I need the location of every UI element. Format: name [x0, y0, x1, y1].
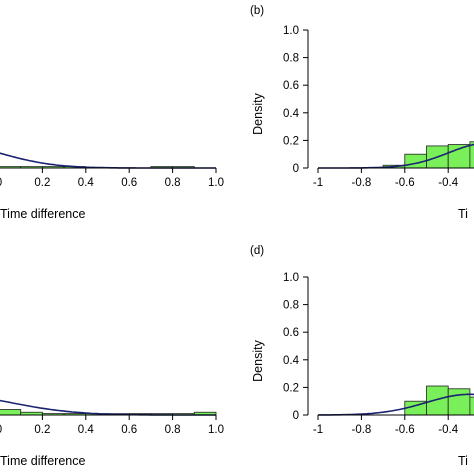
x-tick-label: 1.0 — [208, 177, 224, 189]
x-axis-label: Time difference — [0, 454, 86, 468]
x-tick-label: 0.2 — [34, 177, 50, 189]
y-tick-label: 0.4 — [283, 355, 300, 367]
y-tick-label: 1.0 — [283, 25, 299, 37]
density-curve — [0, 152, 216, 169]
x-tick-label: 0.8 — [165, 177, 181, 189]
y-tick-label: 0.4 — [283, 108, 300, 120]
y-tick-label: 0 — [293, 163, 299, 175]
y-tick-label: 0.2 — [283, 382, 299, 394]
density-curve — [317, 393, 474, 416]
x-tick-label: 0.4 — [78, 177, 95, 189]
x-axis-label: Time difference — [0, 207, 86, 221]
x-tick-label: 0 — [0, 424, 2, 436]
panel-1: -1-0.8-0.6-0.4-0.2Ti00.20.40.60.81.0Dens… — [250, 5, 474, 221]
x-tick-label: 0 — [0, 177, 2, 189]
histogram-bar — [447, 144, 471, 169]
x-tick-label: 0.4 — [78, 424, 95, 436]
x-tick-label: 0.8 — [165, 424, 181, 436]
histogram-bar — [426, 385, 449, 416]
x-tick-label: -0.4 — [438, 424, 458, 436]
panel-3: -1-0.8-0.6-0.4-0.2Ti00.20.40.60.81.0Dens… — [250, 245, 474, 468]
y-tick-label: 0.6 — [283, 80, 299, 92]
y-tick-label: 0.2 — [283, 135, 299, 147]
panel-label: (d) — [250, 245, 264, 257]
histogram-bar — [0, 409, 22, 416]
x-tick-label: 1.0 — [208, 424, 224, 436]
x-tick-label: 0.6 — [121, 177, 137, 189]
x-axis-label: Ti — [458, 454, 468, 468]
y-tick-label: 0.8 — [283, 300, 299, 312]
x-tick-label: 0.6 — [121, 424, 137, 436]
x-tick-label: -0.6 — [395, 424, 415, 436]
x-tick-label: -0.4 — [438, 177, 458, 189]
histogram-bar — [447, 388, 471, 416]
histogram-bar — [469, 396, 474, 416]
y-tick-label: 0.6 — [283, 327, 299, 339]
y-tick-label: 1.0 — [283, 272, 299, 284]
y-tick-label: 0 — [293, 410, 299, 422]
x-tick-label: -0.6 — [395, 177, 415, 189]
x-tick-label: -0.8 — [351, 177, 371, 189]
x-tick-label: -1 — [313, 424, 323, 436]
y-axis-label: Density — [251, 92, 265, 134]
x-tick-label: -0.8 — [351, 424, 371, 436]
histogram-bar — [469, 141, 474, 169]
y-tick-label: 0.8 — [283, 53, 299, 65]
x-tick-label: -1 — [313, 177, 323, 189]
panel-label: (b) — [250, 5, 264, 17]
y-axis-label: Density — [251, 339, 265, 381]
x-axis-label: Ti — [458, 207, 468, 221]
density-curve — [318, 143, 474, 169]
x-tick-label: 0.2 — [34, 424, 50, 436]
